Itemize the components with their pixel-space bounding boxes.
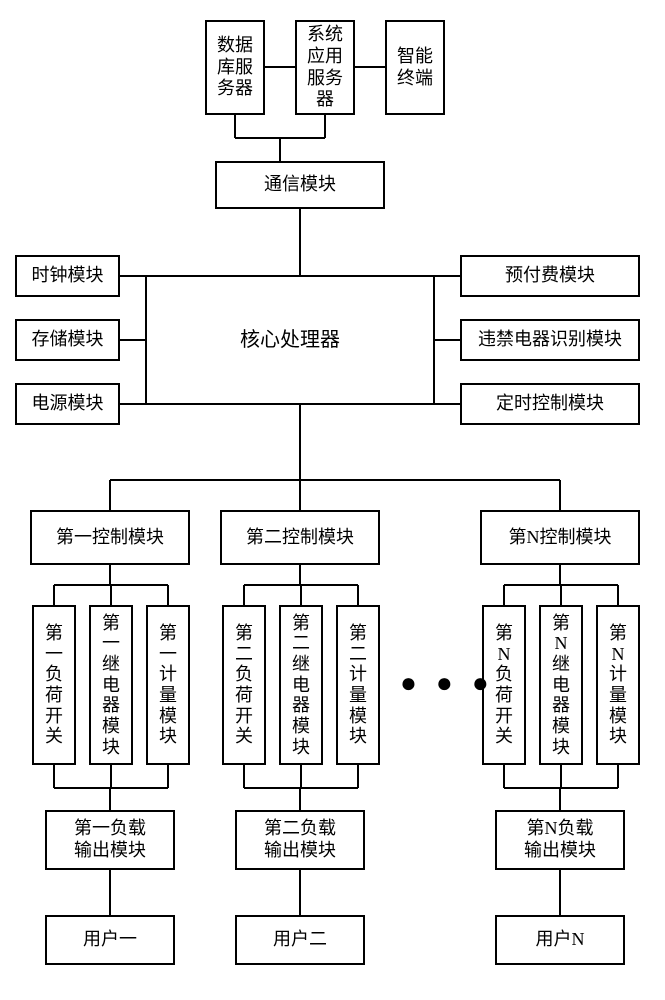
out-1-box: 第一负载 输出模块 [45, 810, 175, 870]
ch2-loadsw-box: 第二负荷开关 [222, 605, 266, 765]
ctrl-1-box: 第一控制模块 [30, 510, 190, 565]
user-1-box: 用户一 [45, 915, 175, 965]
timing-module-box: 定时控制模块 [460, 383, 640, 425]
chn-meter-box: 第N计量模块 [596, 605, 640, 765]
ch2-relay-box: 第二继电器模块 [279, 605, 323, 765]
user-n-box: 用户N [495, 915, 625, 965]
ch1-loadsw-box: 第一负荷开关 [32, 605, 76, 765]
core-processor-box: 核心处理器 [145, 275, 435, 405]
ch1-relay-box: 第一继电器模块 [89, 605, 133, 765]
db-server-box: 数据 库服 务器 [205, 20, 265, 115]
power-module-box: 电源模块 [15, 383, 120, 425]
ch2-meter-box: 第二计量模块 [336, 605, 380, 765]
user-2-box: 用户二 [235, 915, 365, 965]
prohibited-module-box: 违禁电器识别模块 [460, 319, 640, 361]
storage-module-box: 存储模块 [15, 319, 120, 361]
ctrl-n-box: 第N控制模块 [480, 510, 640, 565]
prepaid-module-box: 预付费模块 [460, 255, 640, 297]
clock-module-box: 时钟模块 [15, 255, 120, 297]
ctrl-2-box: 第二控制模块 [220, 510, 380, 565]
ch1-meter-box: 第一计量模块 [146, 605, 190, 765]
comm-module-box: 通信模块 [215, 161, 385, 209]
ellipsis-dots: ● ● ● [400, 668, 495, 700]
chn-relay-box: 第N继电器模块 [539, 605, 583, 765]
terminal-box: 智能 终端 [385, 20, 445, 115]
out-2-box: 第二负载 输出模块 [235, 810, 365, 870]
out-n-box: 第N负载 输出模块 [495, 810, 625, 870]
app-server-box: 系统 应用 服务 器 [295, 20, 355, 115]
